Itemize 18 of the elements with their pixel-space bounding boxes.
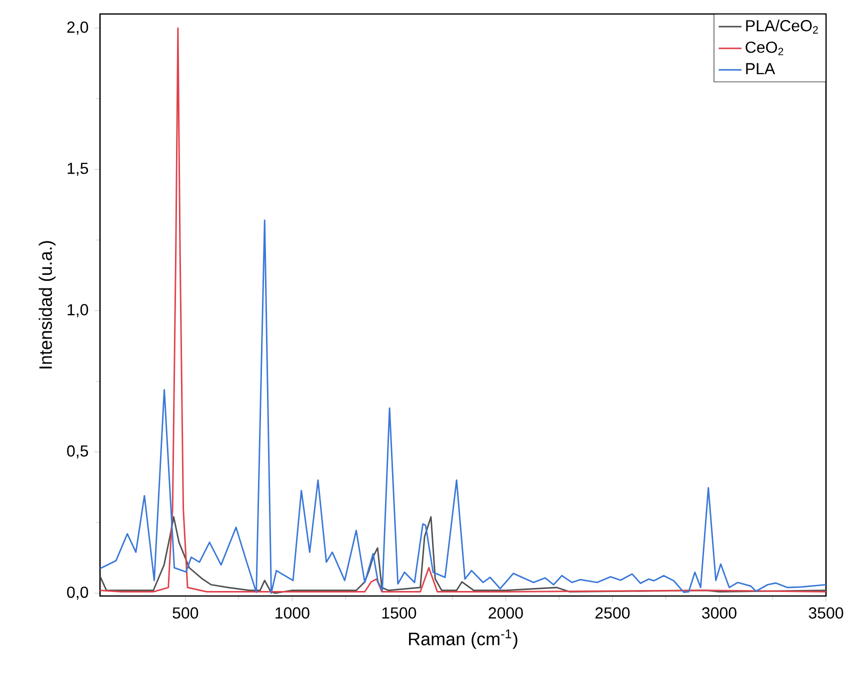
y-tick-label: 2,0 — [67, 22, 88, 35]
x-tick-label: 3000 — [702, 607, 736, 619]
y-axis-title: Intensidad (u.a.) — [38, 241, 56, 368]
legend-label: PLA — [746, 63, 776, 74]
y-tick-label: 0,0 — [67, 586, 88, 600]
x-axis-title: Raman (cm$^{-1}$) — [409, 630, 518, 649]
legend-label: CeO$_{2}$ — [746, 42, 784, 56]
x-tick-label: 500 — [172, 607, 198, 619]
y-tick-label: 1,5 — [68, 162, 88, 176]
y-tick-label: 1,0 — [68, 304, 88, 318]
x-tick-label: 2500 — [595, 607, 630, 619]
x-tick-label: 1000 — [276, 607, 310, 619]
legend-label: PLA/CeO$_{2}$ — [746, 20, 818, 34]
x-tick-label: 2000 — [488, 607, 523, 619]
line-series — [100, 220, 826, 594]
y-tick-label: 0,5 — [67, 445, 88, 459]
x-tick-label: 1500 — [382, 607, 416, 619]
x-tick-label: 3500 — [808, 607, 844, 619]
